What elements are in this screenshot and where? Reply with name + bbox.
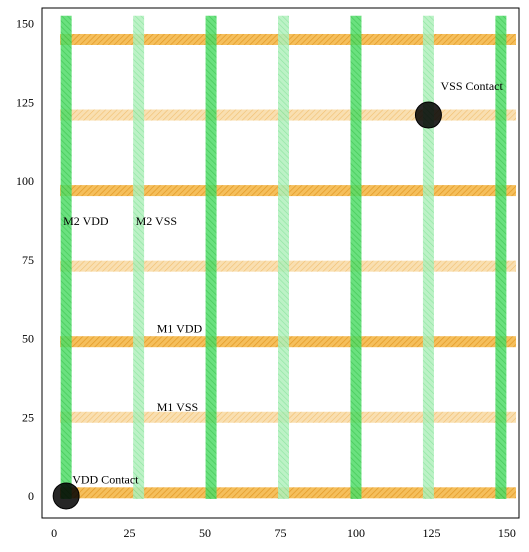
x-tick-label-6: 150 [498, 526, 516, 540]
vss-contact-marker [414, 101, 442, 129]
x-tick-label-1: 25 [124, 526, 136, 540]
annotation-m1-vdd: M1 VDD [157, 321, 203, 335]
annotation-vdd-contact: VDD Contact [72, 472, 139, 486]
y-tick-label-2: 50 [22, 332, 34, 346]
m2-vss-rail-2 [422, 15, 434, 499]
y-tick-label-1: 25 [22, 410, 34, 424]
x-tick-label-3: 75 [275, 526, 287, 540]
x-tick-label-0: 0 [51, 526, 57, 540]
annotation-vss-contact: VSS Contact [441, 79, 504, 93]
plot-frame [41, 7, 520, 519]
m2-vdd-rail-1 [205, 15, 217, 499]
annotation-m1-vss: M1 VSS [157, 400, 198, 414]
m2-vss-rail-1 [278, 15, 290, 499]
x-tick-label-2: 50 [199, 526, 211, 540]
m2-layer [60, 15, 507, 499]
annotations-layer: VDD Contact VSS Contact M2 VDD M2 VSS M1 VDD… [63, 79, 503, 487]
contacts-layer [52, 101, 442, 510]
vdd-contact-marker [52, 482, 80, 510]
y-tick-label-5: 125 [16, 95, 34, 109]
m2-vdd-rail-2 [350, 15, 362, 499]
x-tick-label-4: 100 [347, 526, 365, 540]
m2-vss-rail-0 [133, 15, 145, 499]
y-tick-label-3: 75 [22, 253, 34, 267]
m2-vdd-rail-0 [60, 15, 72, 499]
ticks-layer: 0 25 50 75 100 125 150 0 25 50 75 100 125 150 [16, 17, 516, 540]
y-tick-label-6: 150 [16, 17, 34, 31]
x-tick-label-5: 125 [422, 526, 440, 540]
y-tick-label-4: 100 [16, 174, 34, 188]
annotation-m2-vss: M2 VSS [136, 214, 177, 228]
annotation-m2-vdd: M2 VDD [63, 214, 109, 228]
m2-vdd-rail-3 [495, 15, 507, 499]
y-tick-label-0: 0 [28, 489, 34, 503]
